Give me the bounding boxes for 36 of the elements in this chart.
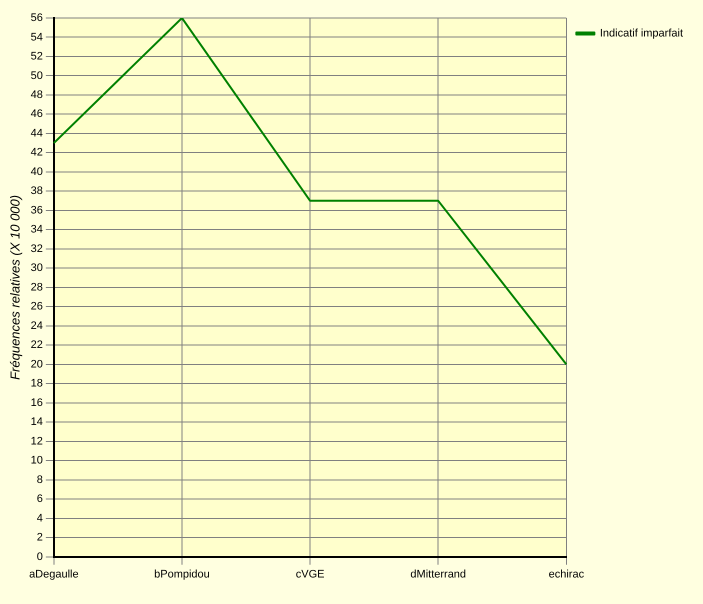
y-tick-label: 2 (36, 532, 43, 544)
y-tick-label: 10 (30, 454, 43, 467)
y-tick-label: 20 (30, 358, 43, 370)
y-tick-label: 14 (30, 416, 43, 428)
y-tick-label: 42 (30, 146, 43, 159)
y-tick-label: 56 (30, 12, 43, 24)
y-tick-label: 50 (30, 70, 43, 82)
y-tick-label: 16 (30, 396, 43, 409)
y-tick-label: 46 (30, 108, 43, 120)
y-tick-label: 36 (30, 204, 43, 216)
y-tick-label: 6 (36, 493, 43, 506)
y-tick-label: 26 (30, 300, 43, 313)
x-tick-label: echirac (548, 568, 585, 580)
y-axis-title: Fréquences relatives (X 10 000) (7, 194, 22, 380)
y-tick-label: 0 (36, 550, 43, 563)
y-tick-label: 40 (30, 166, 43, 178)
y-tick-label: 54 (30, 31, 43, 44)
y-tick-label: 48 (30, 89, 43, 102)
y-tick-label: 38 (30, 185, 43, 198)
x-tick-label: dMitterrand (410, 568, 466, 580)
y-tick-label: 34 (30, 224, 43, 236)
legend-label: Indicatif imparfait (600, 28, 684, 40)
y-tick-label: 30 (30, 262, 43, 274)
x-tick-label: cVGE (296, 568, 324, 580)
y-tick-label: 32 (30, 242, 43, 255)
x-tick-label: bPompidou (154, 568, 210, 580)
y-tick-label: 22 (30, 339, 43, 352)
y-tick-label: 28 (30, 281, 43, 294)
y-tick-label: 24 (30, 320, 43, 332)
y-tick-label: 44 (30, 127, 43, 140)
y-tick-label: 52 (30, 50, 43, 63)
y-tick-label: 12 (30, 435, 43, 448)
y-tick-label: 4 (36, 512, 43, 524)
y-tick-label: 8 (36, 474, 43, 486)
y-tick-label: 18 (30, 378, 43, 390)
x-tick-label: aDegaulle (29, 568, 79, 580)
